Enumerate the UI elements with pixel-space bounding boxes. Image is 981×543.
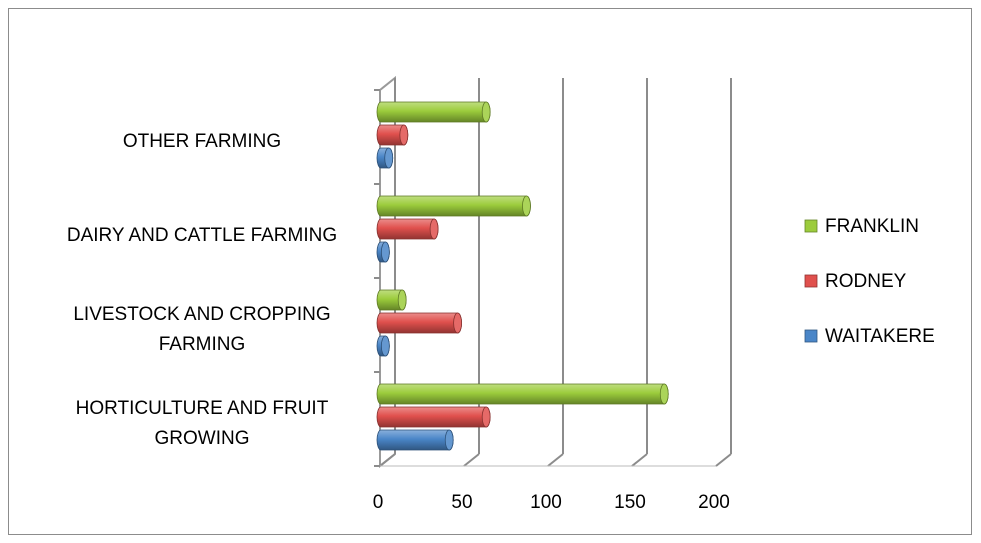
x-tick-label-0: 0	[373, 492, 384, 513]
legend-swatch-franklin	[804, 219, 818, 233]
x-tick-label-1: 50	[451, 492, 472, 513]
bar-waitakere-2	[376, 241, 390, 263]
bar-franklin-2	[376, 195, 531, 217]
legend-label-rodney: RODNEY	[825, 271, 907, 292]
floor-gridline-3	[631, 453, 648, 467]
legend-swatch-waitakere	[804, 329, 818, 343]
category-labels: HORTICULTURE AND FRUIT GROWING LIVESTOCK A…	[67, 131, 337, 449]
bar-waitakere-0	[376, 429, 454, 451]
floor-gridline-4	[715, 453, 732, 467]
category-label-3-0: OTHER FARMING	[123, 131, 281, 152]
bar-waitakere-3	[376, 147, 394, 169]
chart-bars	[376, 101, 669, 451]
bar-rodney-1	[376, 312, 463, 334]
x-tick-label-3: 150	[614, 492, 646, 513]
bar-franklin-3	[376, 101, 491, 123]
category-label-0-0: HORTICULTURE AND FRUIT	[76, 398, 329, 419]
x-tick-label-2: 100	[530, 492, 562, 513]
bar-rodney-0	[376, 406, 491, 428]
legend-label-franklin: FRANKLIN	[825, 216, 919, 237]
floor-gridline-2	[547, 453, 564, 467]
legend-swatch-rodney	[804, 274, 818, 288]
chart-frame	[8, 8, 972, 535]
legend-label-waitakere: WAITAKERE	[825, 326, 935, 347]
bar-franklin-1	[376, 289, 407, 311]
x-axis-tick-labels: 0 50 100 150 200	[373, 492, 730, 513]
category-label-1-1: FARMING	[159, 334, 246, 355]
category-label-0-1: GROWING	[155, 428, 250, 449]
bar-rodney-3	[376, 124, 409, 146]
x-tick-label-4: 200	[698, 492, 730, 513]
floor-gridline-0	[379, 453, 396, 467]
bar-rodney-2	[376, 218, 439, 240]
category-label-2-0: DAIRY AND CATTLE FARMING	[67, 225, 337, 246]
floor-gridline-1	[463, 453, 480, 467]
chart-legend: FRANKLIN RODNEY WAITAKERE	[804, 216, 935, 347]
bar-franklin-0	[376, 383, 669, 405]
category-label-1-0: LIVESTOCK AND CROPPING	[73, 304, 330, 325]
bar-waitakere-1	[376, 335, 390, 357]
